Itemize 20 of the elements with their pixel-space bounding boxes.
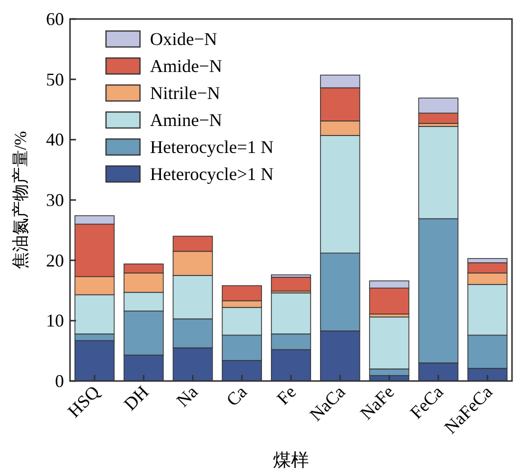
- bar: [270, 276, 312, 292]
- legend-label: Amine−N: [150, 110, 222, 130]
- y-tick-label: 60: [46, 9, 64, 29]
- x-tick-label: Na: [172, 382, 202, 411]
- legend-label: Heterocycle=1 N: [150, 137, 274, 157]
- y-tick-label: 20: [46, 250, 64, 270]
- y-tick-label: 50: [46, 69, 64, 90]
- legend-label: Heterocycle>1 N: [150, 164, 274, 184]
- legend-label: Oxide−N: [150, 29, 218, 49]
- legend-label: Nitrile−N: [150, 83, 220, 103]
- x-tick-label: DH: [120, 382, 152, 414]
- y-tick-label: 40: [46, 130, 64, 150]
- legend-label: Amide−N: [150, 56, 222, 76]
- x-tick-label: Ca: [222, 382, 251, 410]
- y-tick-label: 0: [55, 371, 64, 391]
- x-axis-title: 煤样: [273, 450, 309, 470]
- x-tick-label: Fe: [272, 382, 300, 409]
- y-tick-label: 10: [46, 310, 64, 331]
- y-tick-label: 30: [46, 190, 64, 210]
- y-axis-title: 焦油氮产物产量/%: [11, 131, 30, 269]
